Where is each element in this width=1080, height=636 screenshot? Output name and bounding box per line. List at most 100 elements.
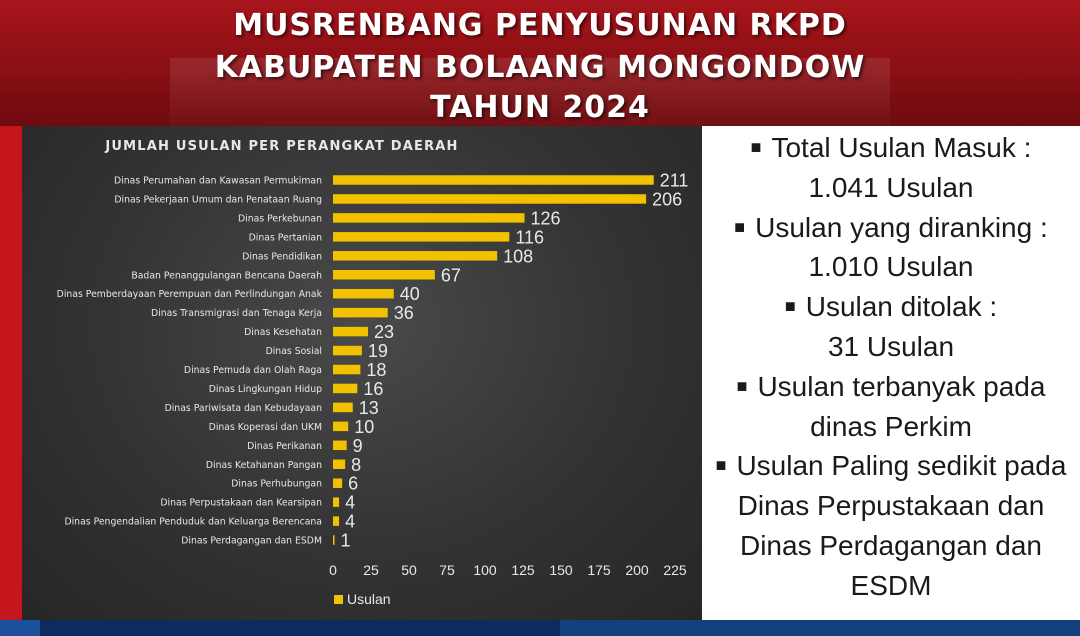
bullet-icon: ■: [715, 455, 727, 476]
category-label: Dinas Pemberdayaan Perempuan dan Perlind…: [57, 289, 323, 300]
legend-label: Usulan: [347, 591, 391, 607]
x-tick-label: 225: [663, 562, 687, 578]
bar: [333, 383, 358, 394]
category-label: Dinas Pertanian: [249, 232, 322, 243]
bullet-icon: ■: [784, 296, 796, 317]
category-label: Dinas Perkebunan: [238, 213, 322, 224]
category-label: Badan Penanggulangan Bencana Daerah: [131, 270, 322, 281]
x-tick-label: 100: [473, 562, 497, 578]
category-label: Dinas Kesehatan: [244, 327, 322, 338]
bullet-icon: ■: [750, 137, 762, 157]
x-tick-label: 200: [625, 562, 649, 578]
x-tick-label: 75: [439, 562, 455, 578]
bar: [333, 459, 346, 469]
bullet-icon: ■: [736, 375, 748, 396]
data-label: 4: [345, 493, 355, 513]
bar: [333, 175, 654, 185]
header-title-line2: KABUPATEN BOLAANG MONGONDOW: [214, 50, 866, 85]
bar: [333, 535, 335, 545]
data-label: 10: [354, 417, 374, 437]
data-label: 108: [503, 246, 533, 266]
data-label: 6: [348, 474, 358, 494]
summary-panel: ■ Total Usulan Masuk : 1.041 Usulan ■ Usulan…: [702, 126, 1080, 620]
bar: [333, 251, 498, 261]
summary-heading: ■ Usulan terbanyak pada: [702, 371, 1080, 403]
category-label: Dinas Ketahanan Pangan: [206, 460, 322, 471]
bullet-icon: ■: [734, 216, 746, 237]
category-label: Dinas Perpustakaan dan Kearsipan: [160, 498, 322, 509]
summary-text: Usulan terbanyak pada: [757, 370, 1046, 402]
summary-text: Usulan Paling sedikit pada: [736, 450, 1067, 482]
data-label: 19: [368, 341, 388, 361]
chart-title: JUMLAH USULAN PER PERANGKAT DAERAH: [104, 139, 458, 154]
data-label: 1: [341, 531, 351, 551]
data-label: 9: [353, 436, 363, 456]
summary-text: dinas Perkim: [810, 410, 972, 442]
data-label: 4: [345, 512, 355, 532]
x-tick-label: 125: [511, 562, 535, 578]
data-label: 206: [652, 189, 682, 209]
x-tick-label: 0: [329, 562, 337, 578]
summary-text: 1.041 Usulan: [808, 171, 974, 203]
data-label: 116: [515, 227, 544, 247]
summary-text: Dinas Perpustakaan dan: [737, 490, 1045, 522]
category-label: Dinas Pemuda dan Olah Raga: [184, 365, 322, 376]
header-title-line1: MUSRENBANG PENYUSUNAN RKPD: [233, 8, 847, 43]
bar: [333, 270, 435, 280]
data-label: 40: [400, 284, 420, 304]
bar: [333, 345, 362, 356]
data-label: 23: [374, 322, 394, 342]
category-label: Dinas Pariwisata dan Kebudayaan: [165, 403, 323, 414]
category-label: Dinas Sosial: [266, 346, 322, 357]
category-label: Dinas Pengendalian Penduduk dan Keluarga…: [64, 517, 322, 528]
summary-text: Dinas Perdagangan dan: [739, 530, 1042, 561]
category-label: Dinas Perhubungan: [231, 479, 322, 490]
summary-text: Usulan yang diranking :: [755, 211, 1048, 243]
summary-value: 1.010 Usulan: [702, 251, 1080, 283]
category-label: Dinas Pekerjaan Umum dan Penataan Ruang: [114, 194, 322, 205]
category-label: Dinas Perdagangan dan ESDM: [181, 536, 322, 547]
data-label: 126: [531, 208, 561, 228]
bar: [333, 288, 394, 299]
data-label: 18: [366, 360, 386, 380]
summary-value: Dinas Perpustakaan dan: [702, 490, 1080, 522]
summary-heading: ■ Usulan yang diranking :: [702, 212, 1080, 244]
summary-text: Total Usulan Masuk :: [771, 132, 1032, 163]
summary-value: 31 Usulan: [702, 331, 1080, 363]
bar: [333, 194, 647, 204]
data-label: 211: [660, 171, 689, 191]
summary-heading: ■ Usulan Paling sedikit pada: [702, 450, 1080, 482]
data-label: 16: [363, 379, 383, 399]
category-label: Dinas Pendidikan: [242, 251, 322, 262]
summary-text: ESDM: [850, 569, 932, 601]
data-label: 36: [394, 303, 414, 323]
category-label: Dinas Perumahan dan Kawasan Permukiman: [114, 176, 322, 187]
bar: [333, 402, 353, 413]
summary-heading: ■ Usulan ditolak :: [702, 291, 1080, 323]
category-label: Dinas Lingkungan Hidup: [209, 384, 322, 395]
data-label: 8: [351, 455, 361, 475]
bar: [333, 307, 388, 318]
category-label: Dinas Transmigrasi dan Tenaga Kerja: [151, 308, 322, 319]
x-tick-label: 150: [549, 562, 573, 578]
bar: [333, 421, 349, 432]
bar: [333, 232, 510, 242]
header-title-line3: TAHUN 2024: [430, 90, 650, 125]
summary-text: 1.010 Usulan: [808, 251, 974, 283]
summary-value: dinas Perkim: [702, 411, 1080, 443]
footer-accent-right: [560, 620, 1080, 636]
bar: [333, 478, 343, 488]
bar: [333, 497, 340, 507]
summary-value: Dinas Perdagangan dan: [702, 530, 1080, 562]
x-tick-label: 175: [587, 562, 611, 578]
header-banner: MUSRENBANG PENYUSUNAN RKPD KABUPATEN BOL…: [0, 0, 1080, 126]
summary-value: 1.041 Usulan: [702, 172, 1080, 204]
data-label: 67: [441, 265, 461, 285]
x-tick-label: 25: [363, 562, 379, 578]
summary-text: Usulan ditolak :: [805, 291, 998, 323]
legend-swatch: [334, 595, 343, 604]
category-label: Dinas Perikanan: [247, 441, 322, 452]
footer-bar: [0, 620, 1080, 636]
footer-accent-left: [0, 620, 40, 636]
building-backdrop: [170, 58, 890, 126]
